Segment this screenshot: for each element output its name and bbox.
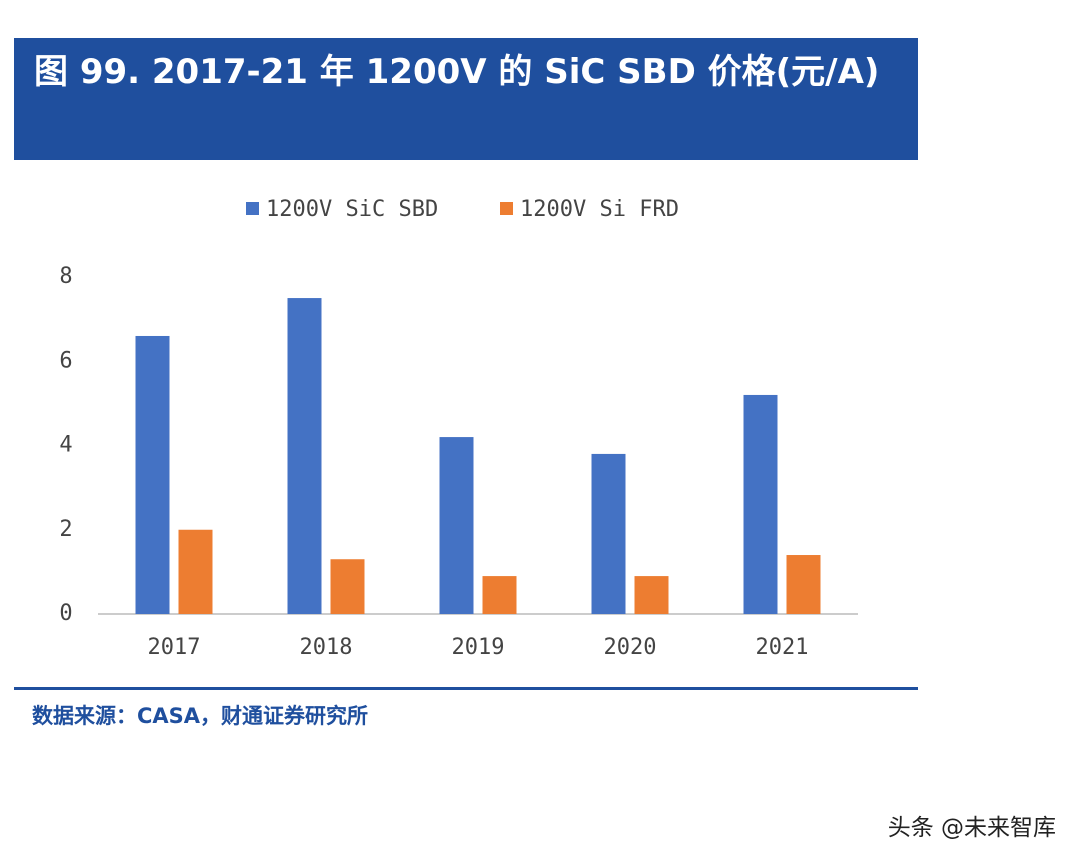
bar	[287, 298, 322, 614]
y-tick-label: 8	[59, 264, 72, 289]
legend-label: 1200V Si FRD	[520, 197, 679, 222]
y-tick-label: 0	[59, 601, 72, 626]
title-banner: 图 99. 2017-21 年 1200V 的 SiC SBD 价格(元/A)	[14, 38, 918, 160]
y-tick-label: 2	[59, 517, 72, 542]
bar	[591, 453, 626, 614]
bar	[482, 576, 517, 614]
x-tick-label: 2018	[300, 635, 353, 660]
y-tick-label: 6	[59, 348, 72, 373]
legend-label: 1200V SiC SBD	[266, 197, 438, 222]
legend-swatch	[500, 202, 513, 215]
legend-swatch	[246, 202, 259, 215]
bar	[634, 576, 669, 614]
x-tick-label: 2019	[452, 635, 505, 660]
bar	[439, 437, 474, 614]
x-tick-label: 2021	[756, 635, 809, 660]
bar	[743, 394, 778, 614]
separator	[14, 687, 918, 690]
x-tick-label: 2017	[148, 635, 201, 660]
watermark: 头条 @未来智库	[887, 815, 1056, 841]
bar	[786, 555, 821, 614]
bar	[330, 559, 365, 614]
chart-title: 图 99. 2017-21 年 1200V 的 SiC SBD 价格(元/A)	[34, 52, 880, 92]
x-tick-label: 2020	[604, 635, 657, 660]
source-note: 数据来源：CASA，财通证券研究所	[32, 704, 369, 728]
bar	[178, 529, 213, 614]
y-tick-label: 4	[59, 433, 72, 458]
bar	[135, 335, 170, 614]
